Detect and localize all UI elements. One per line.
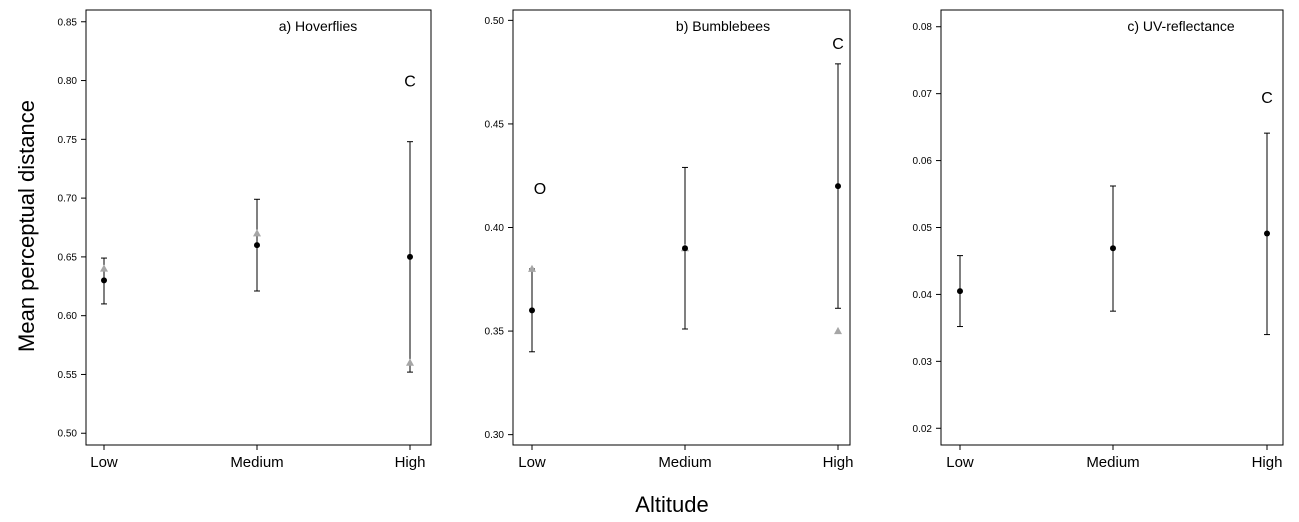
annotation-label: O	[534, 181, 546, 198]
triangle-point	[528, 264, 536, 272]
y-tick-label: 0.40	[485, 223, 505, 234]
circle-point	[254, 242, 260, 249]
annotation-label: C	[404, 74, 416, 91]
y-tick-label: 0.85	[58, 17, 78, 28]
triangle-point	[100, 264, 108, 272]
y-tick-label: 0.35	[485, 327, 505, 338]
y-tick-label: 0.70	[58, 194, 78, 205]
y-tick-label: 0.06	[913, 156, 933, 167]
triangle-point	[834, 326, 842, 335]
y-tick-label: 0.55	[58, 370, 78, 381]
panel-2: 0.30 0.35 0.40 0.45 0.50 Low Medium High b) Bumb…	[485, 9, 854, 471]
x-tick-label: High	[823, 454, 854, 471]
plot-frame	[940, 9, 1284, 446]
y-tick-label: 0.50	[485, 16, 505, 27]
x-tick-label: Medium	[1086, 454, 1139, 471]
x-tick-label: Medium	[658, 454, 711, 471]
panel-title: c) UV-reflectance	[1127, 18, 1235, 34]
x-tick-label: High	[395, 454, 426, 471]
panel-1: 0.50 0.55 0.60 0.65 0.70 0.75 0.80 0.85 Low Mediu…	[58, 9, 432, 471]
y-tick-label: 0.05	[913, 223, 933, 234]
panel-3: 0.02 0.03 0.04 0.05 0.06 0.07 0.08 Low Medium Hig…	[913, 9, 1284, 471]
y-tick-label: 0.60	[58, 311, 78, 322]
triangle-point	[253, 229, 261, 237]
y-tick-label: 0.30	[485, 430, 505, 441]
y-tick-label: 0.02	[913, 424, 933, 435]
panels: 0.50 0.55 0.60 0.65 0.70 0.75 0.80 0.85 Low Mediu…	[58, 9, 1284, 471]
y-tick-label: 0.04	[913, 290, 933, 301]
panel-title: a) Hoverflies	[279, 18, 358, 34]
y-tick-label: 0.03	[913, 357, 933, 368]
annotation-label: C	[1261, 90, 1273, 107]
y-tick-label: 0.75	[58, 135, 78, 146]
circle-point	[1110, 245, 1116, 252]
x-tick-label: Low	[946, 454, 974, 471]
panel-title: b) Bumblebees	[676, 18, 770, 34]
y-tick-label: 0.07	[913, 89, 933, 100]
y-tick-label: 0.80	[58, 76, 78, 87]
circle-point	[1264, 230, 1270, 237]
annotation-label: C	[832, 36, 844, 53]
x-tick-label: High	[1252, 454, 1283, 471]
x-tick-label: Low	[518, 454, 546, 471]
y-tick-label: 0.50	[58, 429, 78, 440]
circle-point	[835, 183, 841, 190]
x-tick-label: Low	[90, 454, 118, 471]
y-tick-label: 0.45	[485, 119, 505, 130]
x-axis-title: Altitude	[635, 492, 708, 517]
circle-point	[529, 307, 535, 314]
x-tick-label: Medium	[230, 454, 283, 471]
circle-point	[957, 288, 963, 295]
circle-point	[682, 245, 688, 252]
plot-frame	[512, 9, 851, 446]
circle-point	[407, 253, 413, 260]
plot-frame	[85, 9, 432, 446]
circle-point	[101, 277, 107, 284]
y-tick-label: 0.65	[58, 252, 78, 263]
y-tick-label: 0.08	[913, 22, 933, 33]
triangle-point	[406, 358, 414, 366]
y-axis-title: Mean perceptual distance	[14, 100, 39, 352]
